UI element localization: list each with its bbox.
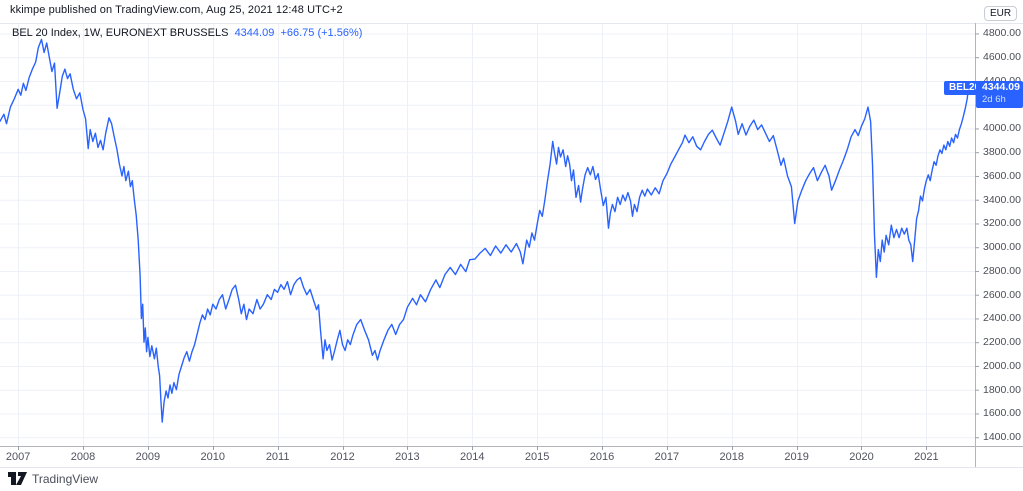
legend-change: +66.75 bbox=[280, 27, 315, 39]
price-tick-label: 1800.00 bbox=[983, 383, 1021, 396]
currency-badge: EUR bbox=[984, 6, 1018, 21]
price-tick-label: 3400.00 bbox=[983, 193, 1021, 206]
price-tick-label: 2600.00 bbox=[983, 288, 1021, 301]
bar-countdown: 2d 6h bbox=[982, 93, 1006, 105]
price-tick-label: 3800.00 bbox=[983, 146, 1021, 159]
year-tick-label: 2010 bbox=[200, 451, 226, 463]
price-tick-label: 1400.00 bbox=[983, 431, 1021, 444]
price-tick-label: 2000.00 bbox=[983, 359, 1021, 372]
legend-change-pct: (+1.56%) bbox=[317, 27, 363, 39]
year-tick-label: 2015 bbox=[524, 451, 550, 463]
price-tick-label: 4800.00 bbox=[983, 27, 1021, 40]
price-tick-label: 4000.00 bbox=[983, 122, 1021, 135]
year-tick-label: 2016 bbox=[589, 451, 615, 463]
legend-last-price: 4344.09 bbox=[234, 27, 275, 39]
price-tick-label: 4600.00 bbox=[983, 51, 1021, 64]
year-tick-label: 2020 bbox=[849, 451, 874, 463]
attribution-text: kkimpe published on TradingView.com, Aug… bbox=[10, 4, 343, 16]
year-tick-label: 2007 bbox=[5, 451, 31, 463]
year-tick-label: 2012 bbox=[330, 451, 355, 463]
tradingview-brand-text: TradingView bbox=[32, 472, 99, 486]
tradingview-logo-icon bbox=[8, 472, 27, 485]
price-tick-label: 3200.00 bbox=[983, 217, 1021, 230]
price-tick-label: 3600.00 bbox=[983, 169, 1021, 182]
chart-legend: BEL 20 Index, 1W, EURONEXT BRUSSELS 4344… bbox=[12, 27, 362, 39]
price-tick-label: 3000.00 bbox=[983, 241, 1021, 254]
year-tick-label: 2011 bbox=[265, 451, 290, 463]
year-tick-label: 2013 bbox=[395, 451, 420, 463]
last-price-label: 4344.09 2d 6h bbox=[976, 80, 1023, 108]
year-tick-label: 2008 bbox=[70, 451, 96, 463]
series-symbol-tag: BEL20 bbox=[944, 80, 986, 95]
footer[interactable]: TradingView bbox=[8, 472, 98, 486]
last-price-value: 4344.09 bbox=[982, 80, 1020, 93]
year-tick-label: 2018 bbox=[719, 451, 744, 463]
year-tick-label: 2017 bbox=[654, 451, 680, 463]
legend-symbol-title: BEL 20 Index, 1W, EURONEXT BRUSSELS bbox=[12, 27, 229, 39]
year-tick-label: 2021 bbox=[914, 451, 939, 463]
series-line-BEL20 bbox=[0, 38, 970, 423]
price-tick-label: 2800.00 bbox=[983, 264, 1021, 277]
price-tick-label: 2400.00 bbox=[983, 312, 1021, 325]
price-tick-label: 1600.00 bbox=[983, 407, 1021, 420]
year-tick-label: 2009 bbox=[135, 451, 161, 463]
year-tick-label: 2019 bbox=[784, 451, 809, 463]
price-tick-label: 2200.00 bbox=[983, 336, 1021, 349]
year-tick-label: 2014 bbox=[460, 451, 485, 463]
